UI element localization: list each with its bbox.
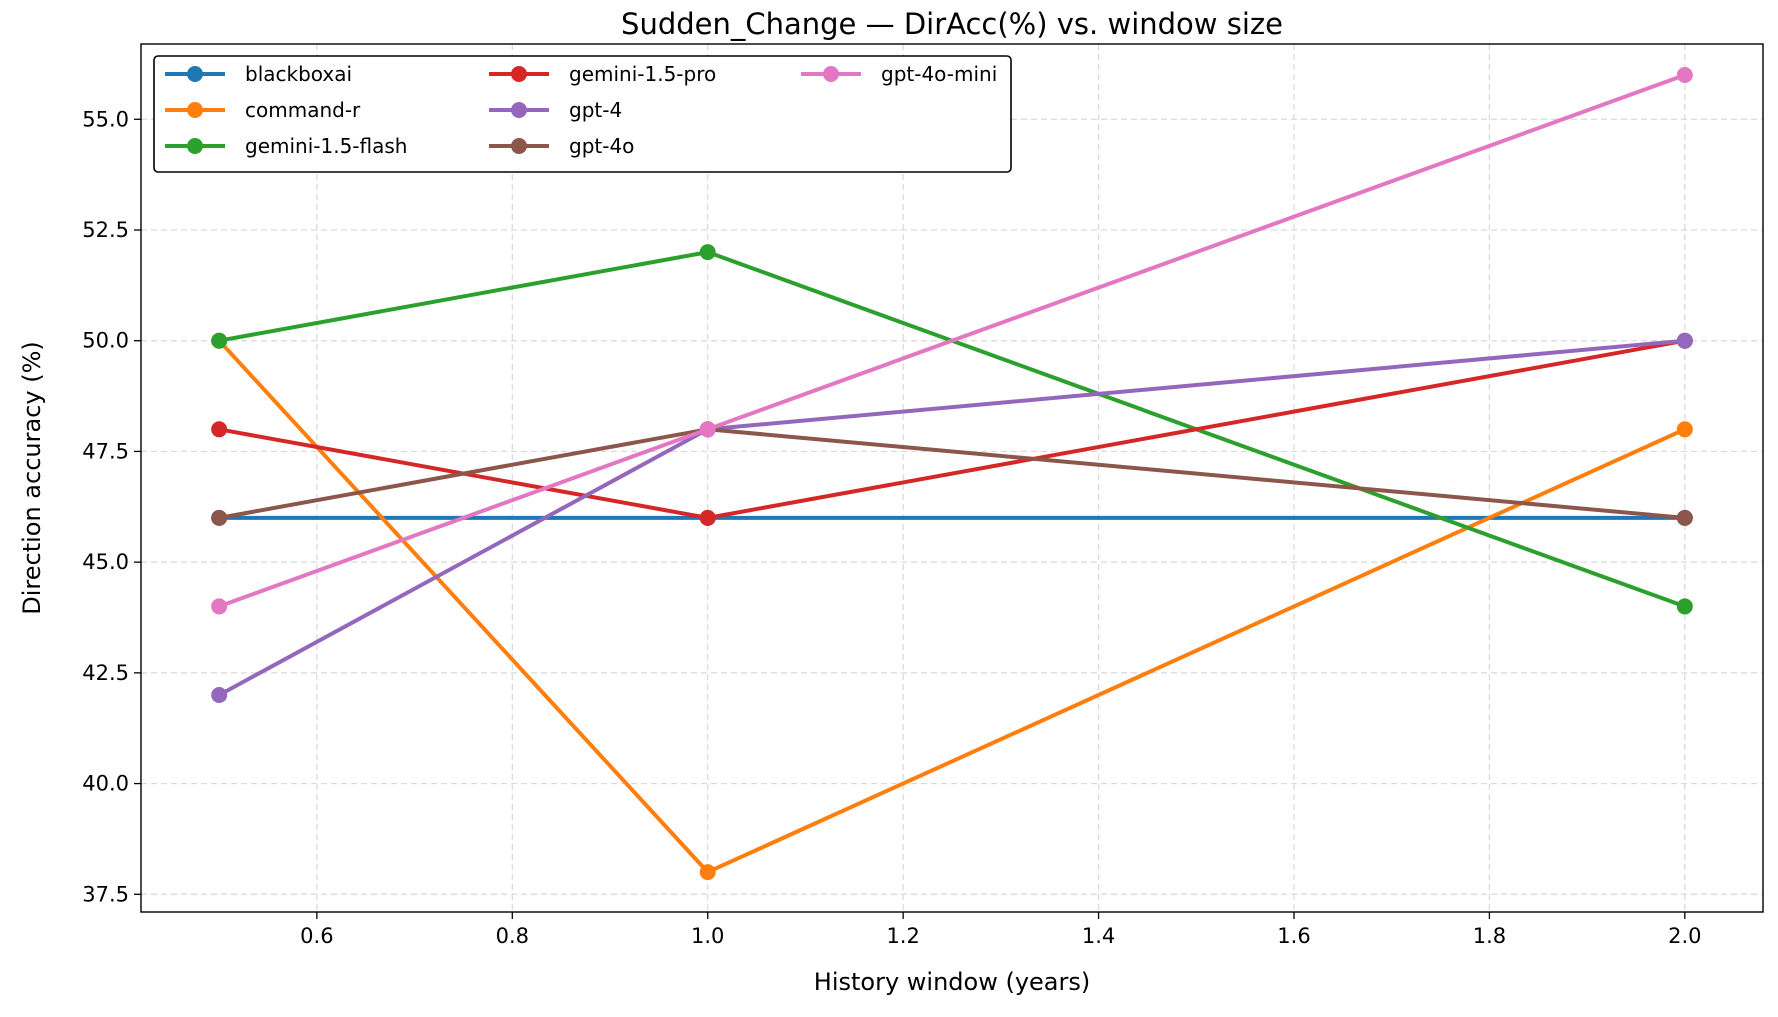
x-tick-label: 2.0 <box>1668 924 1701 948</box>
legend-box <box>153 55 1012 173</box>
data-point <box>211 598 228 615</box>
legend-label: gemini-1.5-flash <box>245 134 407 158</box>
y-tick-label: 37.5 <box>82 882 129 906</box>
x-tick-label: 1.2 <box>886 924 919 948</box>
legend-label: gpt-4o <box>569 134 634 158</box>
y-tick-label: 42.5 <box>82 661 129 685</box>
y-tick-label: 50.0 <box>82 329 129 353</box>
data-point <box>1676 67 1693 83</box>
legend-item: gemini-1.5-flash <box>165 134 407 158</box>
legend-label: gpt-4o-mini <box>881 62 997 86</box>
legend-swatch-marker <box>187 66 203 82</box>
legend-swatch-marker <box>187 102 203 118</box>
data-point <box>211 687 228 703</box>
y-tick-label: 52.5 <box>82 218 129 242</box>
data-point <box>211 332 228 349</box>
data-point <box>699 421 716 438</box>
data-point <box>1676 509 1693 526</box>
legend-swatch-marker <box>511 102 527 118</box>
legend-label: gemini-1.5-pro <box>569 62 716 86</box>
legend-item: gpt-4o <box>489 134 634 158</box>
series-gemini-1.5-pro <box>211 332 1693 526</box>
x-axis-label: History window (years) <box>814 968 1090 996</box>
y-axis-label: Direction accuracy (%) <box>18 341 46 615</box>
x-tick-label: 1.4 <box>1082 924 1115 948</box>
chart-title: Sudden_Change — DirAcc(%) vs. window siz… <box>621 7 1283 41</box>
y-tick-label: 40.0 <box>82 772 129 796</box>
y-tick-label: 45.0 <box>82 550 129 574</box>
series-lines <box>211 67 1693 881</box>
data-point <box>1676 421 1693 438</box>
legend-item: blackboxai <box>165 62 352 86</box>
x-tick-label: 1.0 <box>691 924 724 948</box>
legend-item: gpt-4 <box>489 98 622 122</box>
data-point <box>1676 598 1693 615</box>
legend-label: blackboxai <box>245 62 352 86</box>
data-point <box>1676 332 1693 349</box>
x-tick-label: 0.6 <box>300 924 333 948</box>
legend-item: gemini-1.5-pro <box>489 62 716 86</box>
y-tick-label: 47.5 <box>82 439 129 463</box>
legend-swatch-marker <box>511 66 527 82</box>
data-point <box>699 244 716 261</box>
data-point <box>211 509 228 526</box>
x-tick-label: 1.6 <box>1277 924 1310 948</box>
legend-swatch-marker <box>187 138 203 154</box>
legend-label: gpt-4 <box>569 98 622 122</box>
x-tick-label: 1.8 <box>1473 924 1506 948</box>
data-point <box>211 421 228 438</box>
legend-swatch-marker <box>511 138 527 154</box>
legend: blackboxai command-r gemini-1.5-flash gemin… <box>153 55 1012 173</box>
series-gpt-4o-mini <box>211 67 1693 615</box>
x-tick-label: 0.8 <box>496 924 529 948</box>
data-point <box>699 864 716 881</box>
x-axis: 0.6 0.8 1.0 1.2 1.4 1.6 1.8 2.0 <box>300 912 1702 948</box>
y-axis: 37.5 40.0 42.5 45.0 47.5 50.0 52.5 55.0 <box>82 107 141 906</box>
y-tick-label: 55.0 <box>82 107 129 131</box>
legend-item: gpt-4o-mini <box>801 62 997 86</box>
data-point <box>699 509 716 526</box>
plot-area-frame <box>140 43 1764 913</box>
legend-item: command-r <box>165 98 361 122</box>
legend-swatch-marker <box>823 66 839 82</box>
legend-label: command-r <box>245 98 361 122</box>
